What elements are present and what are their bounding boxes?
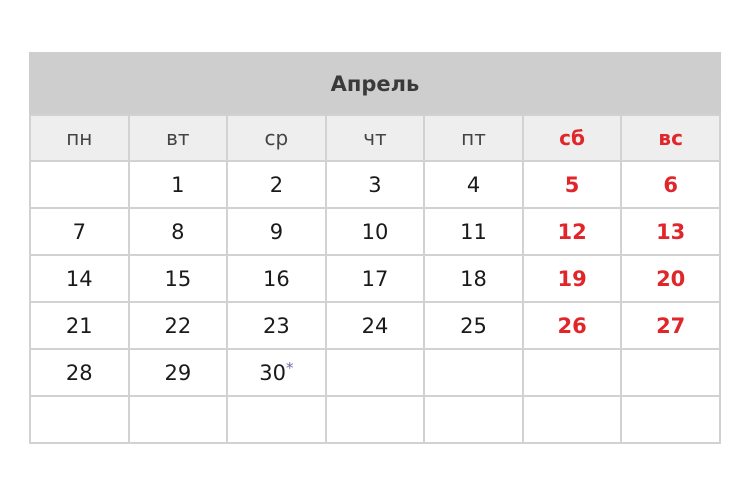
day-number: 16 <box>263 266 290 291</box>
empty-cell <box>423 348 524 397</box>
day-cell[interactable]: 24 <box>324 301 426 350</box>
day-number: 2 <box>269 172 284 197</box>
calendar-body: 1 2 3 4 5 6 7 8 9 10 11 12 13 14 15 16 17 18 19 20 21 22 23 24 2… <box>29 160 721 444</box>
day-cell[interactable]: 25 <box>423 301 524 350</box>
week-row: 21 22 23 24 25 26 27 <box>29 301 721 350</box>
day-number: 8 <box>171 219 185 244</box>
day-cell[interactable]: 23 <box>226 301 327 350</box>
week-row: 14 15 16 17 18 19 20 <box>29 254 721 303</box>
day-cell[interactable]: 20 <box>620 254 721 303</box>
day-number: 18 <box>460 266 487 291</box>
day-cell[interactable]: 16 <box>226 254 327 303</box>
empty-cell <box>423 395 524 444</box>
calendar-table: Апрель пн вт ср чт пт сб вс 1 2 3 4 5 6 7 8 9 10 11 12 13 1… <box>29 52 721 444</box>
day-number: 9 <box>269 219 284 244</box>
day-number: 12 <box>557 219 587 244</box>
day-cell[interactable]: 10 <box>324 207 426 256</box>
weekday-header: чт <box>324 114 426 162</box>
day-number: 3 <box>368 172 382 197</box>
day-cell[interactable]: 3 <box>324 160 426 209</box>
day-number: 5 <box>564 172 580 197</box>
day-number: 17 <box>361 266 389 291</box>
day-cell[interactable]: 29 <box>127 348 229 397</box>
day-number: 1 <box>171 172 185 197</box>
week-row: 28 29 30* <box>29 348 721 397</box>
day-cell[interactable]: 13 <box>620 207 721 256</box>
asterisk-mark: * <box>286 358 294 377</box>
empty-cell <box>226 395 327 444</box>
day-cell[interactable]: 28 <box>29 348 130 397</box>
day-cell[interactable]: 17 <box>324 254 426 303</box>
day-number: 23 <box>263 313 290 338</box>
day-number: 7 <box>72 219 86 244</box>
day-cell[interactable]: 22 <box>127 301 229 350</box>
weekday-header: сб <box>521 114 623 162</box>
empty-cell <box>620 395 721 444</box>
day-number: 28 <box>65 360 93 385</box>
empty-cell <box>29 160 130 209</box>
day-cell[interactable]: 19 <box>521 254 623 303</box>
week-row <box>29 395 721 444</box>
day-cell[interactable]: 5 <box>521 160 623 209</box>
day-cell[interactable]: 14 <box>29 254 130 303</box>
day-number: 13 <box>656 219 686 244</box>
day-cell[interactable]: 4 <box>423 160 524 209</box>
day-number: 29 <box>164 360 192 385</box>
day-number: 14 <box>65 266 93 291</box>
day-cell[interactable]: 12 <box>521 207 623 256</box>
day-number: 24 <box>361 313 389 338</box>
weekday-header: вс <box>620 114 721 162</box>
day-number: 21 <box>65 313 93 338</box>
empty-cell <box>521 348 623 397</box>
day-cell[interactable]: 11 <box>423 207 524 256</box>
day-cell[interactable]: 18 <box>423 254 524 303</box>
day-cell[interactable]: 9 <box>226 207 327 256</box>
month-title: Апрель <box>29 52 721 116</box>
day-cell[interactable]: 7 <box>29 207 130 256</box>
day-number: 30 <box>259 360 287 385</box>
day-number: 20 <box>656 266 686 291</box>
empty-cell <box>127 395 229 444</box>
day-number: 10 <box>361 219 389 244</box>
empty-cell <box>521 395 623 444</box>
day-number: 15 <box>164 266 192 291</box>
empty-cell <box>620 348 721 397</box>
day-number: 6 <box>663 172 678 197</box>
day-number: 26 <box>557 313 587 338</box>
weekday-header-row: пн вт ср чт пт сб вс <box>29 114 721 162</box>
empty-cell <box>324 348 426 397</box>
weekday-header: пн <box>29 114 130 162</box>
week-row: 7 8 9 10 11 12 13 <box>29 207 721 256</box>
day-cell[interactable]: 27 <box>620 301 721 350</box>
day-number: 25 <box>460 313 487 338</box>
day-cell[interactable]: 2 <box>226 160 327 209</box>
week-row: 1 2 3 4 5 6 <box>29 160 721 209</box>
day-cell[interactable]: 26 <box>521 301 623 350</box>
day-number: 22 <box>164 313 192 338</box>
day-cell[interactable]: 21 <box>29 301 130 350</box>
day-number: 27 <box>656 313 686 338</box>
day-cell[interactable]: 8 <box>127 207 229 256</box>
weekday-header: ср <box>226 114 327 162</box>
day-number: 19 <box>557 266 587 291</box>
day-cell[interactable]: 1 <box>127 160 229 209</box>
day-number: 11 <box>460 219 487 244</box>
empty-cell <box>29 395 130 444</box>
day-cell[interactable]: 30* <box>226 348 327 397</box>
day-number: 4 <box>466 172 481 197</box>
weekday-header: вт <box>127 114 229 162</box>
weekday-header: пт <box>423 114 524 162</box>
day-cell[interactable]: 6 <box>620 160 721 209</box>
empty-cell <box>324 395 426 444</box>
day-cell[interactable]: 15 <box>127 254 229 303</box>
